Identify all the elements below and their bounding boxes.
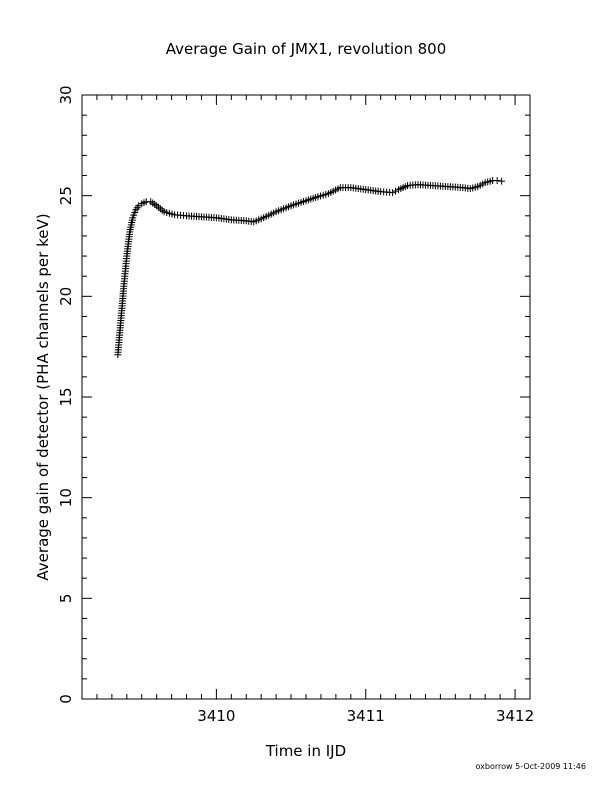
y-axis-ticks — [82, 94, 530, 700]
data-point — [156, 205, 164, 213]
data-point — [389, 189, 397, 197]
data-point — [498, 177, 506, 185]
y-tick-label: 20 — [57, 287, 75, 306]
x-tick-label: 3411 — [347, 707, 385, 725]
x-tick-label: 3410 — [197, 707, 235, 725]
data-point — [392, 187, 400, 195]
footer-stamp: oxborrow 5-Oct-2009 11:46 — [476, 762, 586, 771]
y-tick-label: 30 — [57, 85, 75, 104]
y-tick-label: 15 — [57, 387, 75, 406]
y-axis-label: Average gain of detector (PHA channels p… — [34, 213, 52, 580]
y-tick-label: 25 — [57, 186, 75, 205]
chart-title: Average Gain of JMX1, revolution 800 — [166, 40, 447, 58]
y-axis-tick-labels: 0 5 10 15 20 25 30 — [57, 85, 75, 703]
x-axis-tick-labels: 3410 3411 3412 — [197, 707, 534, 725]
x-axis-label: Time in IJD — [265, 742, 346, 760]
y-tick-label: 10 — [57, 488, 75, 507]
x-axis-ticks — [81, 95, 531, 699]
data-points — [114, 177, 506, 359]
data-point — [493, 177, 501, 185]
x-tick-label: 3412 — [496, 707, 534, 725]
y-tick-label: 0 — [57, 694, 75, 704]
y-tick-label: 5 — [57, 594, 75, 604]
